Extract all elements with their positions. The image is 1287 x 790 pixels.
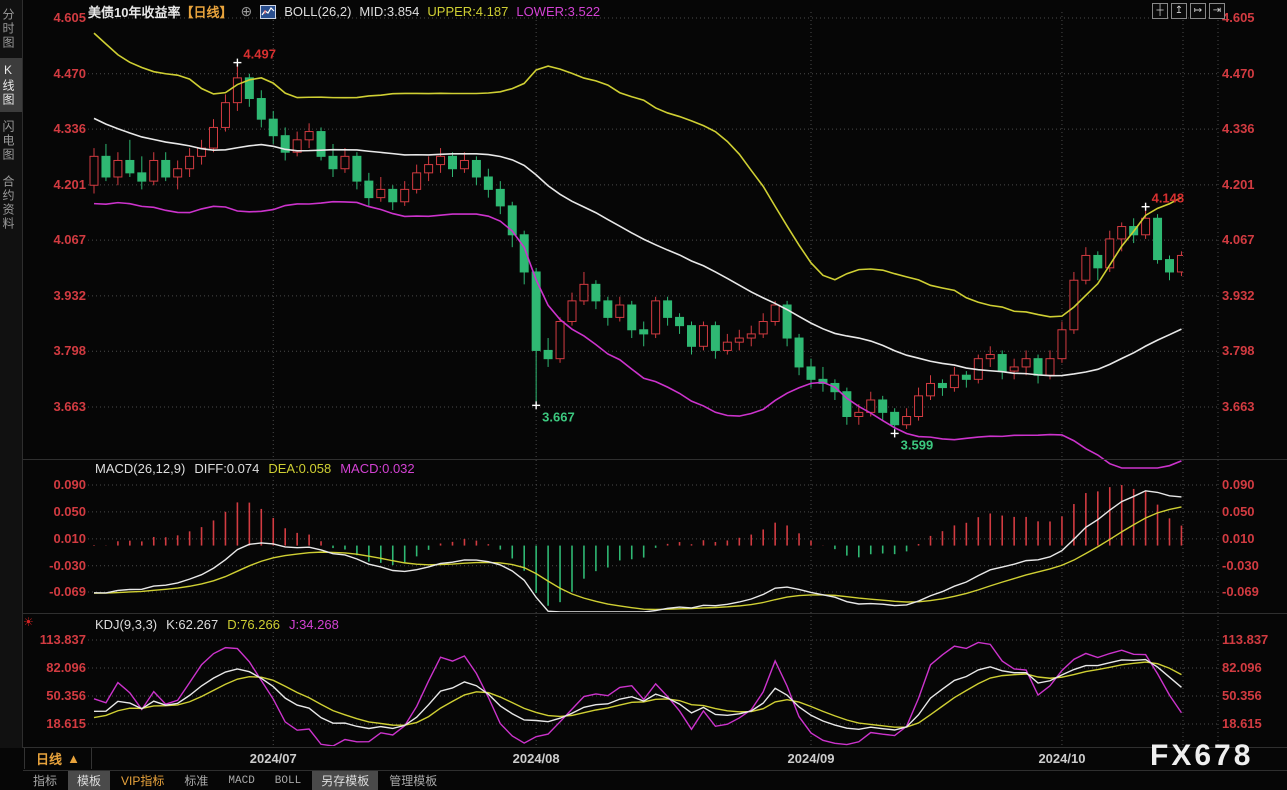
boll-indicator-label: BOLL(26,2) [284, 4, 352, 19]
boll-upper-value: UPPER:4.187 [427, 4, 509, 19]
price-annotation: 3.667 [532, 401, 575, 424]
chart-header: 美债10年收益率【日线】 ⊕ BOLL(26,2) MID:3.854 UPPE… [88, 2, 600, 21]
price-annotation: 3.599 [890, 429, 934, 452]
kdj-d-value: D:76.266 [227, 617, 280, 632]
gridlines [88, 12, 1219, 746]
symbol-name: 美债10年收益率 [88, 5, 181, 20]
watermark: FX678 [1150, 739, 1254, 772]
window-controls: ┼ ↥ ↦ ⇥ [1152, 3, 1225, 19]
boll-lower-value: LOWER:3.522 [516, 4, 601, 19]
macd-title: MACD(26,12,9) [95, 461, 186, 476]
symbol-title: 美债10年收益率【日线】 [88, 2, 232, 21]
x-axis-zoom-icon[interactable]: ↦ [1190, 3, 1206, 19]
svg-text:4.497: 4.497 [243, 47, 276, 62]
svg-text:4.148: 4.148 [1152, 191, 1185, 206]
sidebar-item-candlestick-chart[interactable]: K线图 [0, 58, 22, 112]
kdj-k-value: K:62.267 [166, 617, 219, 632]
sidebar-item-timeline-chart[interactable]: 分时图 [1, 8, 15, 50]
kdj-d-line [93, 661, 1182, 728]
kdj-k-line [93, 658, 1182, 731]
macd-dea-value: DEA:0.058 [268, 461, 332, 476]
sidebar-item-lightning-chart[interactable]: 闪电图 [1, 120, 15, 162]
macd-histogram [93, 485, 1183, 606]
kdj-j-line [93, 641, 1183, 746]
macd-header: MACD(26,12,9) DIFF:0.074 DEA:0.058 MACD:… [95, 461, 415, 476]
toolbar-tab-2[interactable]: VIP指标 [121, 774, 165, 788]
boll-upper-line [93, 32, 1182, 318]
add-indicator-icon[interactable]: ⊕ [240, 3, 253, 19]
toolbar-tab-4[interactable]: MACD [228, 774, 255, 787]
period-selector[interactable]: 日线 ▲ [24, 748, 92, 769]
svg-text:3.599: 3.599 [901, 437, 934, 452]
y-axis-zoom-icon[interactable]: ↥ [1171, 3, 1187, 19]
toolbar-tab-0[interactable]: 指标 [33, 774, 58, 788]
panel-separator [23, 770, 1287, 771]
sidebar-item-contract-info[interactable]: 合约资料 [1, 175, 15, 231]
toolbar-tab-5[interactable]: BOLL [274, 774, 302, 787]
price-annotation: 4.148 [1141, 191, 1185, 211]
macd-dea-line [93, 506, 1182, 611]
macd-diff-line [93, 490, 1182, 612]
chart-type-icon[interactable] [260, 4, 277, 19]
period-tag: 【日线】 [180, 5, 233, 20]
period-label: 日线 [36, 752, 63, 767]
indicator-settings-icon[interactable]: ☀ [23, 615, 34, 629]
panel-separator [23, 613, 1287, 614]
toolbar-tab-6[interactable]: 另存模板 [312, 771, 379, 790]
bottom-toolbar: 指标 模板 VIP指标 标准 MACD BOLL 另存模板 管理模板 [24, 771, 446, 790]
toolbar-tab-1[interactable]: 模板 [68, 771, 111, 790]
boll-lower-line [93, 200, 1182, 469]
macd-macd-value: MACD:0.032 [340, 461, 415, 476]
toolbar-tab-7[interactable]: 管理模板 [389, 774, 438, 788]
price-annotation: 4.497 [233, 47, 276, 67]
panel-separator [23, 747, 1287, 748]
pan-right-icon[interactable]: ⇥ [1209, 3, 1225, 19]
panel-separator [23, 459, 1287, 460]
period-dropdown-arrow-icon: ▲ [67, 751, 80, 766]
crosshair-icon[interactable]: ┼ [1152, 3, 1168, 19]
kdj-j-value: J:34.268 [288, 617, 339, 632]
svg-text:3.667: 3.667 [542, 409, 575, 424]
kdj-title: KDJ(9,3,3) [95, 617, 158, 632]
macd-diff-value: DIFF:0.074 [194, 461, 260, 476]
boll-mid-line [93, 117, 1182, 377]
sidebar: 分时图 K线图 闪电图 合约资料 [0, 0, 23, 748]
kdj-header: KDJ(9,3,3) K:62.267 D:76.266 J:34.268 [95, 617, 339, 632]
toolbar-tab-3[interactable]: 标准 [184, 774, 209, 788]
boll-mid-value: MID:3.854 [359, 4, 420, 19]
candle-series [89, 62, 1183, 434]
